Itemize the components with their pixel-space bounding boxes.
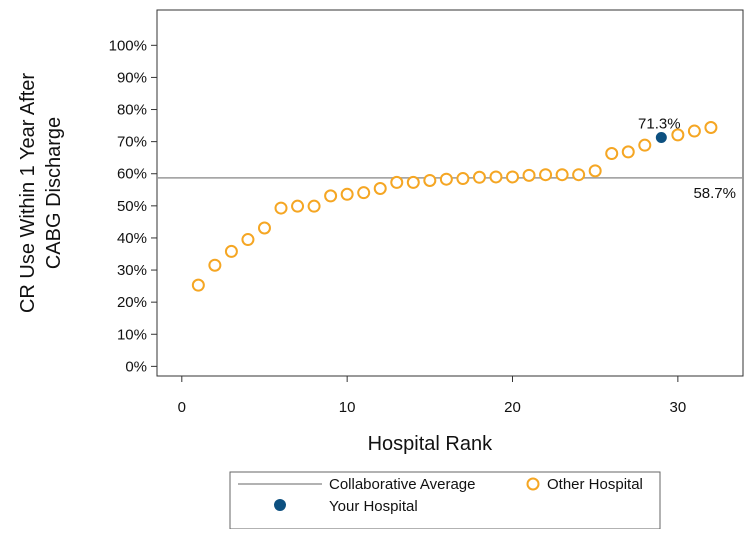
legend: Collaborative Average Other Hospital Your … xyxy=(229,471,661,530)
x-tick-label: 0 xyxy=(178,399,186,416)
your-hospital-value-label: 71.3% xyxy=(638,115,681,132)
y-axis-title: CR Use Within 1 Year After CABG Discharge xyxy=(17,73,65,313)
other-hospital-point xyxy=(638,138,652,152)
y-tick-label: 10% xyxy=(117,326,147,343)
x-axis-title: Hospital Rank xyxy=(368,433,494,455)
data-points: 71.3% xyxy=(191,115,718,292)
other-hospital-point xyxy=(671,128,685,142)
x-tick-label: 30 xyxy=(670,399,687,416)
other-hospital-point xyxy=(621,145,635,159)
other-hospital-point xyxy=(539,168,553,182)
y-axis-title-line: CABG Discharge xyxy=(43,117,65,269)
y-tick-label: 40% xyxy=(117,230,147,247)
other-hospital-point xyxy=(224,244,238,258)
other-hospital-point xyxy=(208,258,222,272)
other-hospital-point xyxy=(555,168,569,182)
y-tick-label: 90% xyxy=(117,69,147,86)
other-hospital-point xyxy=(588,164,602,178)
other-hospital-point xyxy=(274,201,288,215)
legend-filled-circle-symbol xyxy=(274,499,286,511)
y-tick-label: 100% xyxy=(109,37,147,54)
other-hospital-point xyxy=(307,199,321,213)
y-tick-label: 80% xyxy=(117,102,147,119)
y-tick-label: 60% xyxy=(117,166,147,183)
other-hospital-point xyxy=(324,189,338,203)
other-hospital-point xyxy=(291,199,305,213)
other-hospital-point xyxy=(687,124,701,138)
other-hospital-point xyxy=(340,187,354,201)
legend-box xyxy=(229,471,661,530)
ticks: 0% 10% 20% 30% 40% 50% 60% 70% 80% 90% 100% 0 10 20 30 xyxy=(109,37,687,416)
y-axis-title-line: CR Use Within 1 Year After xyxy=(17,73,39,313)
other-hospital-point xyxy=(406,175,420,189)
other-hospital-point xyxy=(439,172,453,186)
legend-label: Other Hospital xyxy=(547,476,643,493)
other-hospital-point xyxy=(241,233,255,247)
legend-label: Your Hospital xyxy=(329,498,418,515)
y-tick-label: 0% xyxy=(125,358,147,375)
axis-labels: Hospital Rank CR Use Within 1 Year After C… xyxy=(17,73,493,455)
other-hospital-point xyxy=(357,186,371,200)
other-hospital-point xyxy=(605,147,619,161)
x-tick-label: 10 xyxy=(339,399,356,416)
plot-frame xyxy=(156,9,744,377)
y-tick-label: 50% xyxy=(117,198,147,215)
collaborative-average-label: 58.7% xyxy=(693,185,736,202)
other-hospital-point xyxy=(472,170,486,184)
y-tick-label: 20% xyxy=(117,294,147,311)
other-hospital-point xyxy=(704,121,718,135)
other-hospital-point xyxy=(456,172,470,186)
x-tick-label: 20 xyxy=(504,399,521,416)
y-tick-label: 30% xyxy=(117,262,147,279)
other-hospital-point xyxy=(572,168,586,182)
other-hospital-point xyxy=(423,173,437,187)
axes xyxy=(156,9,744,377)
other-hospital-point xyxy=(489,170,503,184)
legend-label: Collaborative Average xyxy=(329,476,475,493)
other-hospital-point xyxy=(257,221,271,235)
your-hospital-point xyxy=(654,130,668,144)
other-hospital-point xyxy=(506,170,520,184)
other-hospital-point xyxy=(191,278,205,292)
other-hospital-point xyxy=(373,182,387,196)
y-tick-label: 70% xyxy=(117,134,147,151)
other-hospital-point xyxy=(522,168,536,182)
other-hospital-point xyxy=(390,175,404,189)
legend-hollow-circle-symbol xyxy=(526,477,540,491)
